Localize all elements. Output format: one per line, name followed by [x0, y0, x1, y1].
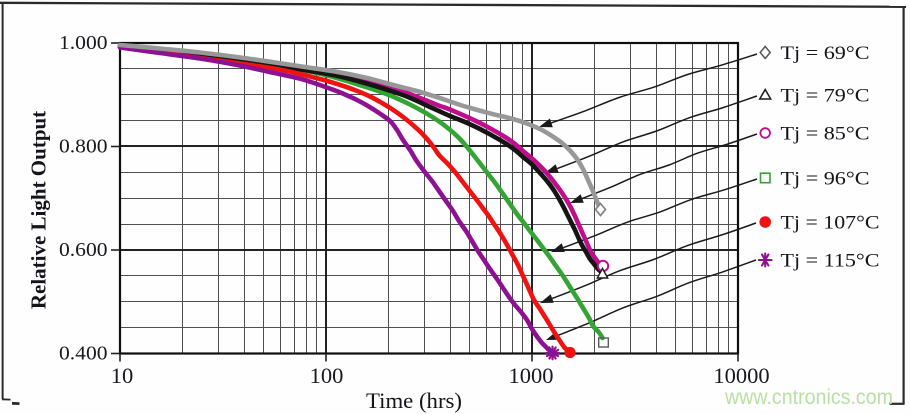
svg-text:1000: 1000 [509, 363, 554, 388]
svg-text:Tj = 96°C: Tj = 96°C [781, 169, 870, 190]
svg-text:Tj = 79°C: Tj = 79°C [781, 86, 870, 107]
svg-text:0.600: 0.600 [59, 240, 108, 261]
svg-text:10000: 10000 [713, 363, 769, 388]
svg-text:Tj = 115°C: Tj = 115°C [781, 251, 880, 272]
svg-text:Relative Light Output: Relative Light Output [27, 111, 51, 309]
svg-text:Tj = 107°C: Tj = 107°C [781, 213, 880, 234]
svg-text:Time (hrs): Time (hrs) [366, 388, 462, 413]
svg-text:Tj = 85°C: Tj = 85°C [781, 124, 870, 145]
svg-text:www.cntronics.com: www.cntronics.com [724, 386, 893, 409]
svg-text:Tj = 69°C: Tj = 69°C [781, 43, 870, 64]
svg-text:100: 100 [310, 363, 344, 388]
svg-text:0.800: 0.800 [59, 137, 108, 158]
svg-text:1.000: 1.000 [59, 33, 108, 54]
svg-text:10: 10 [111, 363, 134, 388]
svg-text:0.400: 0.400 [59, 344, 108, 365]
